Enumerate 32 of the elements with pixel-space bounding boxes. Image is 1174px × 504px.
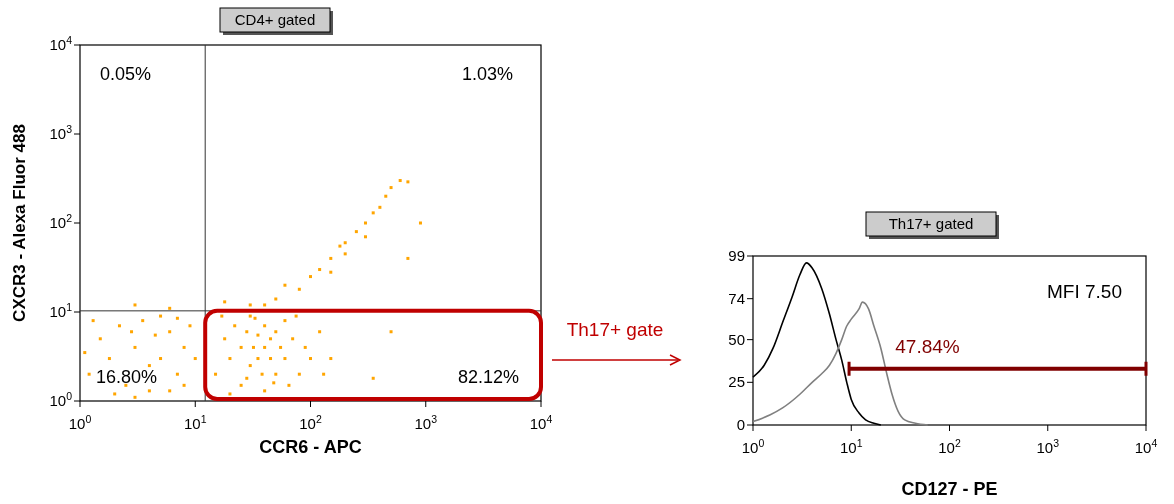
y-tick-label: 50 — [728, 330, 745, 348]
annotation: MFI 7.50 — [1047, 281, 1122, 302]
x-tick-label: 10$^{2}$ — [938, 437, 961, 456]
x-tick-label: 10$^{4}$ — [529, 413, 553, 432]
annotation: 82.12% — [457, 367, 519, 387]
y-tick-label: 99 — [728, 247, 745, 264]
x-axis-title: CD127 - PE — [901, 479, 998, 499]
x-axis-title: CCR6 - APC — [259, 437, 362, 457]
y-tick-label: 10$^{1}$ — [49, 301, 73, 320]
y-tick-label: 25 — [728, 373, 745, 391]
y-tick-label: 10$^{0}$ — [49, 390, 73, 409]
y-tick-label: 0 — [736, 416, 745, 433]
y-tick-label: 10$^{2}$ — [49, 212, 73, 231]
y-axis-title: CXCR3 - Alexa Fluor 488 — [10, 124, 29, 322]
annotation: 16.80% — [96, 367, 158, 387]
x-tick-label: 10$^{4}$ — [1134, 437, 1158, 456]
chart-title: CD4+ gated — [234, 11, 316, 28]
chart-title: Th17+ gated — [888, 215, 974, 232]
x-tick-label: 10$^{3}$ — [1036, 437, 1060, 456]
x-tick-label: 10$^{2}$ — [299, 413, 322, 432]
annotation: 0.05% — [100, 64, 152, 84]
x-tick-label: 10$^{0}$ — [741, 437, 765, 456]
x-tick-label: 10$^{0}$ — [68, 413, 92, 432]
text: Th17+ gate — [566, 319, 664, 340]
y-tick-label: 74 — [728, 289, 745, 307]
x-tick-label: 10$^{1}$ — [839, 437, 863, 456]
x-tick-label: 10$^{3}$ — [414, 413, 438, 432]
annotation: 1.03% — [461, 64, 513, 84]
y-tick-label: 10$^{3}$ — [49, 123, 73, 142]
x-tick-label: 10$^{1}$ — [183, 413, 207, 432]
series-label: 47.84% — [895, 335, 960, 357]
y-tick-label: 10$^{4}$ — [49, 34, 73, 53]
